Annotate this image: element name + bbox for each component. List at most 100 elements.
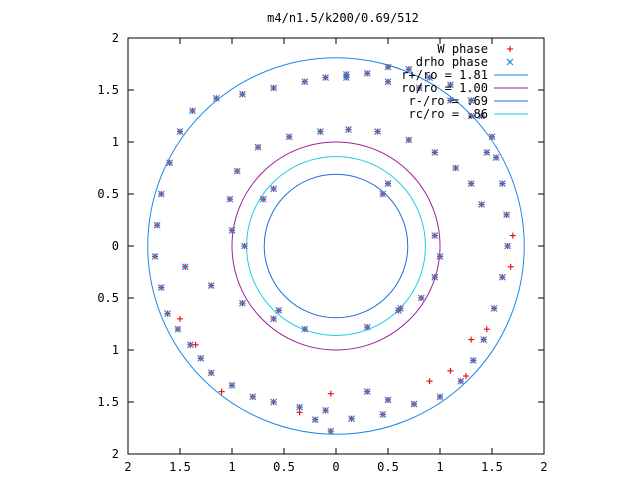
- w-phase-point: [447, 367, 454, 374]
- drho-phase-point: [207, 282, 215, 289]
- legend-entry: ro/ro = 1.00: [401, 81, 528, 95]
- y-tick-label: 1: [112, 343, 119, 357]
- legend-label: r-/ro = .69: [409, 94, 488, 108]
- drho-phase-point: [166, 159, 174, 167]
- drho-phase-point: [327, 427, 335, 435]
- drho-phase-point: [275, 307, 283, 314]
- drho-phase-point: [431, 273, 439, 281]
- x-tick-label: 2: [124, 460, 131, 474]
- x-tick-label: 2: [540, 460, 547, 474]
- drho-phase-point: [345, 126, 352, 133]
- y-tick-label: 1: [112, 135, 119, 149]
- drho-phase-point: [488, 133, 496, 141]
- w-phase-point: [468, 336, 475, 343]
- drho-phase-point: [296, 403, 304, 411]
- w-phase-point: [218, 388, 225, 395]
- radius-circle: [147, 57, 525, 435]
- legend-entry: rc/ro = .86: [409, 107, 528, 121]
- drho-phase-point: [342, 74, 350, 81]
- drho-phase-point: [379, 190, 387, 198]
- drho-phase-point: [322, 406, 330, 414]
- y-tick-label: 0: [112, 239, 119, 253]
- drho-phase-point: [311, 416, 319, 424]
- w-phase-point: [296, 409, 303, 416]
- drho-phase-point: [270, 398, 278, 406]
- drho-phase-point: [153, 221, 161, 229]
- drho-phase-point: [301, 325, 309, 333]
- drho-phase-point: [436, 393, 444, 401]
- w-phase-point: [507, 263, 514, 270]
- drho-phase-point: [431, 148, 439, 156]
- drho-phase-point: [259, 195, 267, 203]
- drho-phase-point: [384, 396, 392, 404]
- y-tick-label: 0.5: [97, 187, 119, 201]
- drho-phase-point: [181, 263, 189, 271]
- legend-entry: drho phase: [416, 55, 514, 69]
- drho-phase-point: [270, 315, 278, 323]
- drho-phase-point: [301, 78, 309, 86]
- drho-phase-point: [478, 200, 486, 208]
- drho-phase-point: [363, 388, 371, 396]
- w-phase-point: [463, 373, 469, 379]
- drho-phase-point: [410, 400, 418, 408]
- drho-phase-point: [374, 128, 382, 136]
- drho-phase-point: [285, 133, 293, 141]
- legend-entry: r-/ro = .69: [409, 94, 528, 108]
- drho-phase-point: [228, 226, 236, 234]
- drho-phase-point: [164, 310, 171, 318]
- drho-phase-point: [363, 69, 371, 77]
- legend-label: drho phase: [416, 55, 488, 69]
- drho-phase-point: [174, 325, 182, 333]
- axis-ticks: 2 1.5 1 0.5 0 0.5 1 1.5 221.510.500.511.52: [97, 31, 547, 474]
- chart-title: m4/n1.5/k200/0.69/512: [267, 11, 419, 25]
- phase-points: [151, 63, 516, 435]
- legend-entry: W phase: [437, 42, 513, 56]
- drho-phase-point: [249, 393, 257, 401]
- drho-phase-point: [405, 136, 413, 144]
- y-tick-label: 1.5: [97, 83, 119, 97]
- w-phase-point: [509, 232, 516, 239]
- w-phase-point: [177, 315, 183, 322]
- w-phase-point: [192, 341, 199, 348]
- drho-phase-point: [228, 381, 236, 389]
- drho-phase-point: [348, 415, 356, 423]
- drho-phase-point: [270, 84, 278, 92]
- drho-phase-point: [478, 112, 486, 120]
- legend-label: W phase: [437, 42, 488, 56]
- drho-phase-point: [417, 294, 425, 302]
- drho-phase-point: [431, 232, 439, 240]
- drho-phase-point: [415, 84, 423, 92]
- drho-phase-point: [379, 411, 387, 418]
- drho-phase-point: [446, 96, 454, 104]
- w-phase-point: [327, 390, 334, 397]
- drho-phase-point: [467, 96, 475, 104]
- drho-phase-point: [467, 180, 475, 188]
- x-tick-label: 1: [228, 460, 235, 474]
- drho-phase-point: [503, 211, 510, 219]
- drho-phase-point: [241, 242, 248, 250]
- y-tick-label: 2: [112, 31, 119, 45]
- legend-label: r+/ro = 1.81: [401, 68, 488, 82]
- radius-circle: [231, 141, 441, 351]
- drho-phase-point: [157, 284, 165, 292]
- drho-phase-point: [254, 143, 262, 151]
- drho-phase-point: [469, 356, 477, 364]
- drho-phase-point: [384, 78, 392, 86]
- drho-phase-point: [492, 154, 500, 162]
- x-tick-label: 1: [436, 460, 443, 474]
- w-phase-point: [483, 326, 490, 333]
- drho-phase-point: [490, 304, 498, 312]
- drho-phase-point: [467, 112, 475, 120]
- drho-phase-point: [316, 128, 324, 136]
- drho-phase-point: [207, 369, 215, 377]
- y-tick-label: 0.5: [97, 291, 119, 305]
- drho-phase-point: [238, 299, 246, 307]
- y-tick-label: 2: [112, 447, 119, 461]
- drho-phase-point: [504, 242, 512, 250]
- radius-circle: [263, 173, 409, 319]
- drho-phase-point: [426, 74, 434, 81]
- drho-phase-point: [233, 167, 241, 175]
- drho-phase-point: [238, 90, 246, 98]
- drho-phase-point: [457, 377, 465, 385]
